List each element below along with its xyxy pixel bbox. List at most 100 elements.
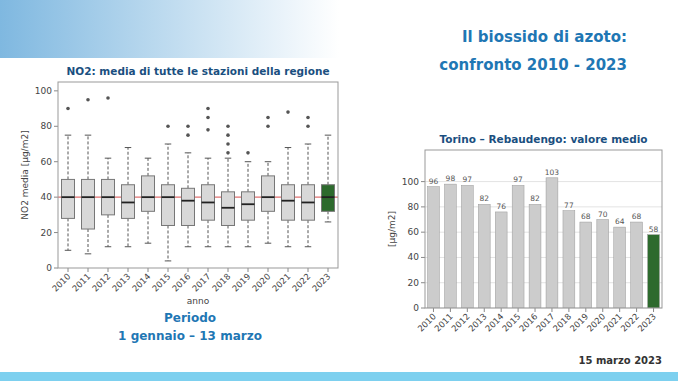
date-text: 15 marzo 2023: [578, 355, 662, 366]
cap-high: [65, 135, 72, 136]
x-tick-label: 2022: [619, 311, 641, 333]
y-tick: [54, 268, 58, 269]
cap-high: [305, 144, 312, 145]
cap-high: [125, 147, 132, 148]
whisker-high: [108, 158, 109, 179]
cap-high: [165, 144, 172, 145]
y-tick: [421, 282, 425, 283]
x-tick: [208, 268, 209, 272]
x-tick-label: 2016: [170, 271, 192, 293]
data-label: 82: [530, 194, 540, 203]
y-tick-label: 40: [41, 192, 53, 202]
whisker-low: [128, 218, 129, 246]
y-tick-label: 60: [408, 227, 420, 237]
box: [182, 188, 195, 225]
page: Il biossido di azoto:confronto 2010 - 20…: [0, 0, 678, 381]
x-tick: [188, 268, 189, 272]
box: [302, 185, 315, 220]
median: [262, 196, 275, 198]
whisker-high: [88, 135, 89, 179]
cap-low: [245, 246, 252, 247]
y-tick-label: 80: [408, 202, 420, 212]
flier: [266, 116, 270, 120]
y-tick: [421, 308, 425, 309]
x-tick: [501, 308, 502, 312]
flier: [226, 151, 230, 155]
bar: [648, 235, 660, 308]
whisker-low: [148, 211, 149, 243]
whisker-low: [108, 215, 109, 247]
data-label: 76: [496, 202, 506, 211]
x-tick-label: 2022: [290, 271, 312, 293]
chart-title: NO2: media di tutte le stazioni della re…: [66, 65, 329, 77]
flier: [206, 107, 210, 111]
cap-low: [145, 243, 152, 244]
x-tick-label: 2017: [190, 271, 212, 293]
whisker-low: [248, 220, 249, 247]
x-tick-label: 2020: [585, 311, 607, 333]
y-tick-label: 100: [35, 86, 52, 96]
y-tick-label: 80: [41, 121, 53, 131]
whisker-high: [268, 162, 269, 176]
cap-low: [165, 260, 172, 261]
data-label: 70: [598, 210, 608, 219]
whisker-high: [288, 148, 289, 185]
x-tick: [268, 268, 269, 272]
bar: [495, 212, 507, 308]
x-tick-label: 2011: [70, 271, 92, 293]
whisker-low: [208, 220, 209, 247]
y-tick: [421, 181, 425, 182]
flier: [306, 116, 310, 120]
x-tick-label: 2021: [270, 271, 292, 293]
y-tick-label: 0: [413, 303, 419, 313]
median: [242, 203, 255, 205]
x-tick: [551, 308, 552, 312]
median: [222, 207, 235, 209]
cap-high: [225, 158, 232, 159]
x-tick-label: 2011: [432, 311, 454, 333]
median: [162, 196, 175, 198]
cap-high: [185, 152, 192, 153]
y-tick: [421, 232, 425, 233]
x-tick-label: 2023: [636, 311, 658, 333]
cap-low: [305, 246, 312, 247]
y-tick-label: 0: [46, 263, 52, 273]
median: [202, 202, 215, 204]
x-tick: [535, 308, 536, 312]
whisker-low: [328, 211, 329, 222]
flier: [186, 124, 190, 128]
x-tick-label: 2012: [449, 311, 471, 333]
x-tick: [108, 268, 109, 272]
whisker-high: [248, 162, 249, 192]
cap-low: [125, 246, 132, 247]
x-tick-label: 2019: [568, 311, 590, 333]
whisker-low: [188, 225, 189, 246]
whisker-high: [168, 144, 169, 185]
cap-low: [65, 250, 72, 251]
x-tick: [636, 308, 637, 312]
whisker-high: [228, 158, 229, 192]
x-tick-label: 2016: [517, 311, 539, 333]
cap-low: [185, 246, 192, 247]
sky-banner: [0, 0, 339, 58]
box: [102, 179, 115, 214]
median: [182, 200, 195, 202]
period-label: Periodo: [164, 311, 216, 325]
whisker-low: [228, 225, 229, 246]
x-tick-label: 2013: [466, 311, 488, 333]
x-axis-label: anno: [187, 296, 210, 306]
whisker-high: [68, 135, 69, 179]
box: [142, 176, 155, 211]
y-axis-label: [µg/m2]: [387, 211, 397, 247]
whisker-high: [128, 148, 129, 185]
flier: [186, 133, 190, 137]
whisker-low: [88, 229, 89, 254]
cap-low: [265, 243, 272, 244]
x-tick: [568, 308, 569, 312]
x-tick-label: 2018: [551, 311, 573, 333]
flier: [226, 133, 230, 137]
x-tick-label: 2020: [250, 271, 272, 293]
bar: [512, 185, 524, 308]
data-label: 96: [429, 177, 439, 186]
plot-frame: [58, 82, 338, 268]
